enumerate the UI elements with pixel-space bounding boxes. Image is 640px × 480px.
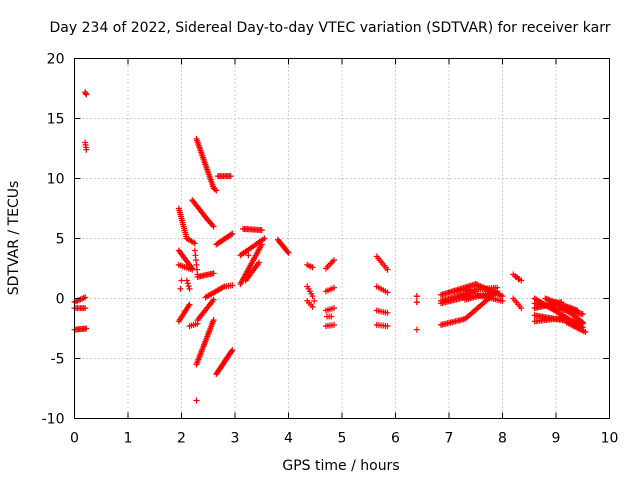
data-point xyxy=(384,289,391,296)
x-tick-label: 3 xyxy=(231,431,240,447)
data-point xyxy=(579,320,586,327)
data-point xyxy=(384,309,391,316)
x-tick-label: 1 xyxy=(124,431,133,447)
data-point xyxy=(227,173,234,180)
data-point xyxy=(330,257,337,264)
x-tick-label: 10 xyxy=(601,431,619,447)
data-point xyxy=(330,305,337,312)
data-point xyxy=(177,285,184,292)
data-point xyxy=(245,252,252,259)
data-point xyxy=(413,293,420,300)
data-point xyxy=(261,235,268,242)
x-axis-label: GPS time / hours xyxy=(282,458,399,474)
data-point xyxy=(185,283,192,290)
data-point xyxy=(330,284,337,291)
data-point xyxy=(311,297,318,304)
data-point xyxy=(186,285,193,292)
data-point xyxy=(309,303,316,310)
y-tick-label: 0 xyxy=(56,292,65,308)
data-point xyxy=(330,321,337,328)
data-point xyxy=(210,296,217,303)
grid-lines xyxy=(74,58,610,419)
data-point xyxy=(258,227,265,234)
x-tick-label: 0 xyxy=(70,431,79,447)
data-point xyxy=(82,305,89,312)
data-point xyxy=(210,223,217,230)
data-point xyxy=(579,311,586,318)
x-tick-label: 8 xyxy=(498,431,507,447)
data-point xyxy=(83,325,90,332)
data-point xyxy=(229,347,236,354)
data-point xyxy=(413,326,420,333)
data-point xyxy=(384,323,391,330)
data-point xyxy=(494,288,501,295)
data-point xyxy=(184,280,191,287)
data-point xyxy=(284,248,291,255)
y-tick-label: 10 xyxy=(47,172,65,188)
data-point xyxy=(186,301,193,308)
data-point xyxy=(256,259,263,266)
data-point xyxy=(211,186,218,193)
data-point xyxy=(228,348,235,355)
chart-title: Day 234 of 2022, Sidereal Day-to-day VTE… xyxy=(50,20,611,36)
data-point xyxy=(210,270,217,277)
data-point xyxy=(384,266,391,273)
data-point xyxy=(285,249,292,256)
x-tick-label: 5 xyxy=(338,431,347,447)
data-point xyxy=(210,317,217,324)
data-point xyxy=(515,276,522,283)
plot-frame xyxy=(74,58,610,419)
axis-ticks: 0 1 2 3 4 5 6 7 8 9 10 -10 -5 0 5 10 15 20 xyxy=(42,52,619,447)
x-tick-label: 9 xyxy=(552,431,561,447)
data-point xyxy=(582,329,589,336)
y-tick-label: 15 xyxy=(47,112,65,128)
data-point xyxy=(242,248,249,255)
data-point xyxy=(83,146,90,153)
data-point xyxy=(229,282,236,289)
data-point xyxy=(183,277,190,284)
x-tick-label: 4 xyxy=(284,431,293,447)
data-point xyxy=(518,305,525,312)
data-point xyxy=(413,299,420,306)
data-point xyxy=(213,187,220,194)
x-tick-label: 2 xyxy=(177,431,186,447)
y-axis-label: SDTVAR / TECUs xyxy=(6,181,22,296)
data-point xyxy=(258,241,265,248)
data-point xyxy=(82,294,89,301)
data-point xyxy=(178,277,185,284)
data-point xyxy=(191,240,198,247)
data-point xyxy=(574,307,581,314)
data-point xyxy=(228,231,235,238)
data-point xyxy=(83,91,90,98)
y-tick-label: 20 xyxy=(47,52,65,68)
data-point xyxy=(518,277,525,284)
data-point xyxy=(328,313,335,320)
data-point xyxy=(309,293,316,300)
x-tick-label: 7 xyxy=(445,431,454,447)
y-tick-label: 5 xyxy=(56,232,65,248)
x-tick-label: 6 xyxy=(391,431,400,447)
data-point xyxy=(229,230,236,237)
data-point xyxy=(309,264,316,271)
y-tick-label: -5 xyxy=(51,352,65,368)
data-point xyxy=(499,297,506,304)
y-tick-label: -10 xyxy=(42,412,65,428)
data-point xyxy=(194,271,201,278)
data-point xyxy=(193,397,200,404)
data-points xyxy=(71,89,589,404)
